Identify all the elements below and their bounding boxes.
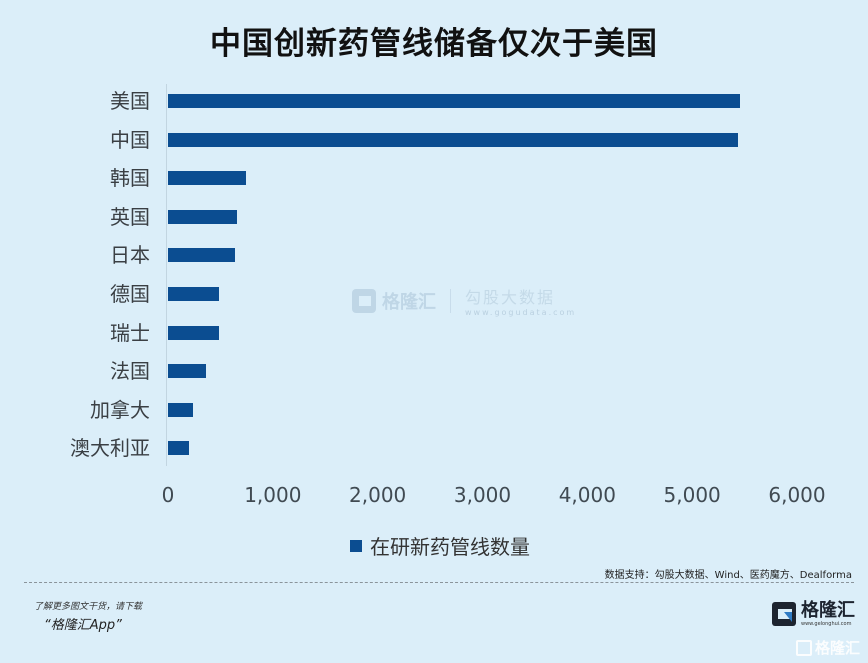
brand-watermark-name: 格隆汇 [815, 639, 861, 657]
bar [168, 441, 189, 456]
watermark-brand: 格隆汇 [382, 291, 436, 313]
brand-logo: 格隆汇 www.gelonghui.com [772, 601, 855, 627]
bar [168, 364, 207, 379]
chart-legend: 在研新药管线数量 [350, 531, 530, 560]
category-label: 澳大利亚 [70, 436, 150, 461]
x-tick-label: 2,000 [349, 483, 407, 507]
gelonghui-logo-icon [772, 602, 796, 626]
category-label: 加拿大 [90, 397, 150, 422]
chart-title: 中国创新药管线储备仅次于美国 [210, 26, 658, 62]
legend-label: 在研新药管线数量 [370, 535, 530, 559]
gelonghui-logo-icon [352, 288, 376, 313]
bar [168, 402, 194, 417]
bar [168, 94, 740, 108]
x-tick-label: 5,000 [663, 483, 721, 507]
bar [168, 209, 238, 224]
category-label: 英国 [110, 204, 150, 229]
category-label: 中国 [110, 127, 150, 152]
footer-divider [24, 582, 854, 583]
watermark-partner: 勾股大数据 [465, 288, 556, 307]
category-label: 瑞士 [110, 320, 150, 345]
bar [168, 287, 220, 301]
gelonghui-logo-icon [796, 639, 812, 656]
bar [168, 171, 247, 186]
brand-watermark: 格隆汇 [796, 637, 860, 658]
category-label: 德国 [110, 282, 150, 306]
category-label: 法国 [110, 359, 150, 384]
x-tick-label: 6,000 [768, 483, 826, 507]
promo-text: 了解更多图文干货，请下载 [34, 602, 143, 612]
watermark: 格隆汇 勾股大数据 www.gogudata.com [352, 284, 576, 317]
category-label: 韩国 [110, 166, 150, 191]
bar [168, 325, 220, 340]
x-tick-label: 3,000 [453, 483, 512, 507]
category-label: 日本 [110, 243, 150, 268]
x-tick-label: 1,000 [244, 483, 302, 507]
y-axis-line [166, 84, 167, 466]
brand-url: www.gelonghui.com [801, 621, 852, 627]
x-tick-label: 0 [161, 483, 175, 507]
x-tick-label: 4,000 [558, 483, 616, 507]
watermark-divider [450, 288, 451, 313]
data-source: 数据支持：勾股大数据、Wind、医药魔方、Dealforma [604, 570, 852, 581]
bar-chart: 美国中国韩国英国日本德国瑞士法国加拿大澳大利亚 0 1,000 2,000 3,000… [70, 84, 826, 507]
promo-app-name: “格隆汇App” [44, 618, 122, 633]
watermark-partner-url: www.gogudata.com [465, 308, 577, 317]
bar [168, 248, 236, 263]
brand-name: 格隆汇 [801, 600, 855, 621]
bar [168, 132, 738, 147]
legend-swatch-icon [350, 539, 362, 552]
category-label: 美国 [110, 89, 150, 113]
